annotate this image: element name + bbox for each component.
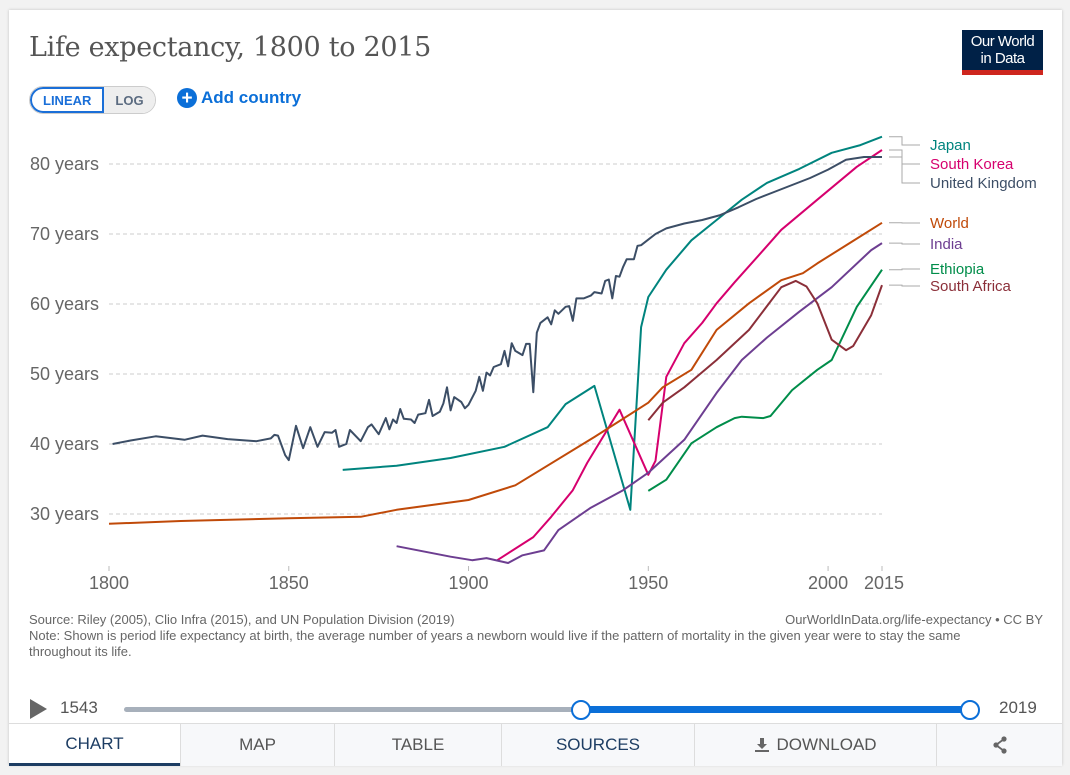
x-tick-label: 1900 <box>449 573 489 593</box>
share-button[interactable] <box>936 724 1062 766</box>
tab-chart-label: CHART <box>65 733 124 753</box>
series-line-world <box>108 221 883 525</box>
tab-table-label: TABLE <box>391 735 445 754</box>
tab-map-label: MAP <box>239 735 276 754</box>
series-line-south-korea <box>496 149 883 562</box>
x-tick-label: 2015 <box>864 573 904 593</box>
timeline-selected-range <box>580 706 970 713</box>
y-tick-label: 60 years <box>30 294 99 314</box>
y-tick-label: 30 years <box>30 504 99 524</box>
series-label: India <box>930 236 963 253</box>
tab-download[interactable]: DOWNLOAD <box>694 724 936 766</box>
label-connector <box>889 268 920 271</box>
series-line-india <box>396 242 883 564</box>
chart-title: Life expectancy, 1800 to 2015 <box>29 32 431 63</box>
timeline-end-label: 2019 <box>999 698 1037 717</box>
share-icon <box>992 736 1007 754</box>
source-url-link[interactable]: OurWorldInData.org/life-expectancy • CC … <box>785 612 1043 627</box>
linear-scale-button[interactable]: LINEAR <box>30 87 105 113</box>
label-connector <box>889 136 920 146</box>
scale-toggle: LINEAR LOG <box>29 86 156 114</box>
download-icon <box>755 738 770 752</box>
log-scale-button[interactable]: LOG <box>104 87 155 113</box>
timeline: 1543 2019 <box>9 688 1062 728</box>
add-country-button[interactable]: + Add country <box>177 88 301 108</box>
tab-map[interactable]: MAP <box>180 724 334 766</box>
series-line-united-kingdom <box>112 156 882 462</box>
add-country-label: Add country <box>201 88 302 107</box>
series-line-south-africa <box>647 279 883 421</box>
note-text: Note: Shown is period life expectancy at… <box>29 628 961 659</box>
series-label: Ethiopia <box>930 261 985 278</box>
timeline-start-handle[interactable] <box>570 700 591 720</box>
x-tick-label: 1800 <box>89 573 129 593</box>
source-text: Source: Riley (2005), Clio Infra (2015),… <box>29 612 455 627</box>
tab-table[interactable]: TABLE <box>334 724 501 766</box>
x-tick-label: 1850 <box>269 573 309 593</box>
x-tick-label: 2000 <box>808 573 848 593</box>
chart-card: Life expectancy, 1800 to 2015 Our World … <box>9 10 1062 766</box>
series-line-japan <box>342 135 883 511</box>
label-connector <box>889 156 920 184</box>
series-label: South Korea <box>930 156 1014 173</box>
x-tick-label: 1950 <box>628 573 668 593</box>
timeline-end-handle[interactable] <box>960 700 980 720</box>
timeline-slider-track[interactable] <box>124 700 980 720</box>
y-tick-label: 50 years <box>30 364 99 384</box>
owid-logo[interactable]: Our World in Data <box>962 30 1043 75</box>
label-connector <box>889 284 920 287</box>
label-connector <box>889 242 920 245</box>
tab-download-label: DOWNLOAD <box>776 735 877 754</box>
play-icon[interactable] <box>30 699 47 719</box>
tab-sources-label: SOURCES <box>555 735 641 754</box>
tab-bar: CHART MAP TABLE SOURCES DOWNLOAD <box>9 723 1062 766</box>
logo-line-2: in Data <box>980 50 1025 67</box>
tab-chart[interactable]: CHART <box>9 724 180 766</box>
logo-line-1: Our World <box>970 33 1035 50</box>
plus-circle-icon: + <box>177 88 197 108</box>
series-label: Japan <box>930 137 971 154</box>
line-chart: 30 years 40 years 50 years 60 years 70 years… <box>30 135 1037 593</box>
y-tick-label: 80 years <box>30 154 99 174</box>
tab-sources[interactable]: SOURCES <box>501 724 694 766</box>
series-line-ethiopia <box>647 269 883 492</box>
series-label: South Africa <box>930 278 1012 295</box>
series-label: United Kingdom <box>930 175 1037 192</box>
timeline-start-label: 1543 <box>60 698 98 717</box>
y-tick-label: 70 years <box>30 224 99 244</box>
series-label: World <box>930 215 969 232</box>
y-tick-label: 40 years <box>30 434 99 454</box>
